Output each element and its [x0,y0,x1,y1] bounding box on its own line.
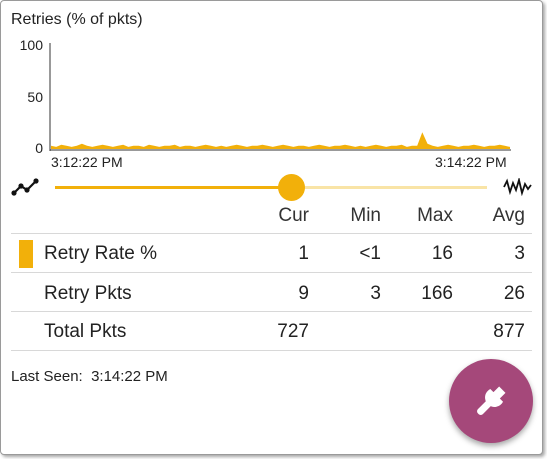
slider-track-empty[interactable] [291,186,487,189]
header-avg: Avg [492,205,525,226]
row-divider [11,311,532,312]
retry-rate-color-swatch [19,240,33,268]
chart-marks [51,132,510,149]
retry-rate-min: <1 [359,243,381,264]
wrench-icon [477,386,506,415]
retry-pkts-avg: 26 [503,283,525,304]
retries-area-series [51,132,510,149]
row-label-retry-pkts: Retry Pkts [44,283,132,304]
row-divider [11,272,532,273]
x-tick-start: 3:12:22 PM [51,154,123,170]
slider-thumb[interactable] [278,174,305,201]
last-seen-label: Last Seen: [11,368,83,385]
x-tick-end: 3:14:22 PM [435,154,507,170]
tools-fab-button[interactable] [449,359,533,443]
total-pkts-avg: 877 [493,321,525,342]
header-min: Min [350,205,381,226]
row-divider [11,233,532,234]
row-label-retry-rate: Retry Rate % [44,243,157,264]
retry-rate-cur: 1 [298,243,309,264]
retry-rate-avg: 3 [514,243,525,264]
retry-pkts-cur: 9 [298,283,309,304]
retry-pkts-min: 3 [370,283,381,304]
header-cur: Cur [278,205,309,226]
y-tick-100: 100 [19,37,43,53]
chart-title: Retries (% of pkts) [11,11,143,28]
y-tick-50: 50 [27,89,43,105]
retry-pkts-max: 166 [421,283,453,304]
retries-chart [49,43,511,151]
header-max: Max [417,205,453,226]
slider-track-filled[interactable] [55,186,291,189]
last-seen: Last Seen: 3:14:22 PM [11,368,168,385]
row-label-total-pkts: Total Pkts [44,321,127,342]
retry-rate-max: 16 [431,243,453,264]
total-pkts-cur: 727 [277,321,309,342]
row-divider [11,350,532,351]
y-tick-0: 0 [35,140,43,156]
last-seen-value: 3:14:22 PM [91,368,168,385]
trend-line-icon[interactable] [11,177,39,197]
waveform-icon[interactable] [503,178,533,196]
